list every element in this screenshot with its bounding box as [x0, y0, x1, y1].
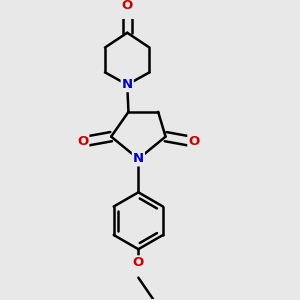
Text: O: O: [133, 256, 144, 269]
Text: O: O: [188, 135, 200, 148]
Text: N: N: [133, 152, 144, 165]
Text: N: N: [122, 78, 133, 91]
Text: O: O: [122, 0, 133, 12]
Text: O: O: [77, 135, 88, 148]
